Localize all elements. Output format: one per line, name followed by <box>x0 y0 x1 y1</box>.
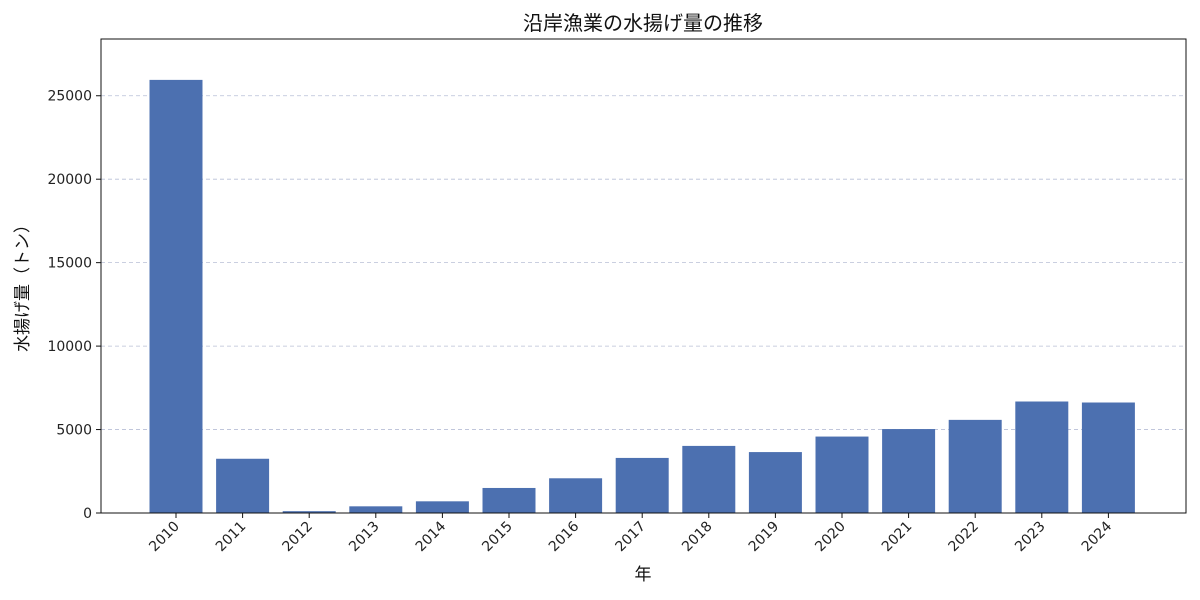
bar-2020 <box>815 436 869 513</box>
x-tick-label-2014: 2014 <box>413 518 450 555</box>
y-tick-label: 15000 <box>47 256 92 272</box>
x-axis: 2010 2011 2012 2013 2014 2015 2016 2017 2018 2019… <box>146 513 1115 555</box>
bar-2019 <box>748 452 802 513</box>
x-tick-label-2016: 2016 <box>546 518 583 555</box>
chart-title: 沿岸漁業の水揚げ量の推移 <box>523 11 763 35</box>
x-tick-label-2019: 2019 <box>746 519 783 556</box>
x-tick-label-2020: 2020 <box>812 519 849 556</box>
bar-2024 <box>1081 402 1135 513</box>
y-tick-label: 0 <box>83 506 92 522</box>
x-tick-label-2013: 2013 <box>346 519 383 556</box>
plot-area <box>100 38 1187 514</box>
x-tick-label-2017: 2017 <box>613 519 650 556</box>
x-axis-title: 年 <box>635 565 652 585</box>
y-tick-label: 10000 <box>47 339 92 355</box>
y-axis: 0 5000 10000 15000 20000 25000 <box>47 89 101 522</box>
bar-2016 <box>549 478 603 513</box>
x-tick-label-2018: 2018 <box>679 519 716 556</box>
x-tick-label-2015: 2015 <box>479 519 516 556</box>
bar-2022 <box>948 419 1002 513</box>
bar-2017 <box>615 457 669 513</box>
bar-2014 <box>415 501 469 513</box>
y-tick-label: 25000 <box>47 89 92 105</box>
x-tick-label-2012: 2012 <box>280 519 317 556</box>
y-tick-label: 20000 <box>47 172 92 188</box>
bar-2018 <box>682 445 736 513</box>
bar-2021 <box>882 429 936 513</box>
bars <box>149 79 1135 514</box>
x-tick-label-2024: 2024 <box>1079 518 1116 555</box>
x-tick-label-2021: 2021 <box>879 519 916 556</box>
bar-2010 <box>149 79 203 514</box>
y-tick-label: 5000 <box>56 423 92 439</box>
bar-2011 <box>216 458 270 513</box>
bar-2023 <box>1015 401 1069 513</box>
bar-2015 <box>482 487 536 513</box>
x-tick-label-2022: 2022 <box>946 519 983 556</box>
x-tick-label-2023: 2023 <box>1012 519 1049 556</box>
x-tick-label-2010: 2010 <box>146 519 183 556</box>
y-axis-title: 水揚げ量（トン） <box>13 216 33 352</box>
bar-2012 <box>282 511 336 513</box>
x-tick-label-2011: 2011 <box>213 519 250 556</box>
bar-2013 <box>349 506 403 513</box>
grid-lines <box>101 95 1186 430</box>
